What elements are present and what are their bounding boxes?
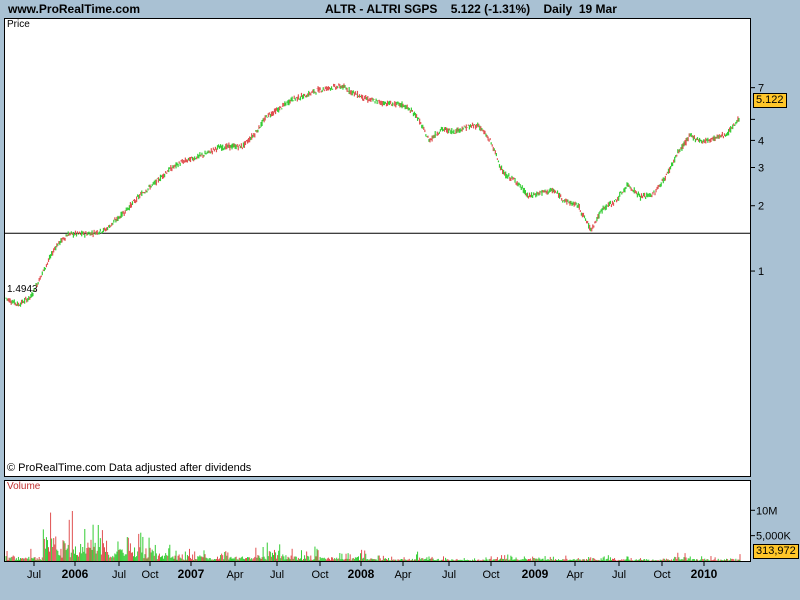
last-price-label: 5.122 <box>450 2 481 16</box>
volume-panel-title: Volume <box>7 481 41 492</box>
change-label: (-1.31%) <box>484 2 531 16</box>
volume-tick-label: 10M <box>756 505 777 517</box>
time-tick-label: Jul <box>112 569 126 581</box>
time-tick-label: Jul <box>27 569 41 581</box>
time-tick-label: 2007 <box>178 567 205 581</box>
time-tick-label: 2010 <box>691 567 718 581</box>
last-price-tag: 5.122 <box>753 93 787 108</box>
price-tick-label: 3 <box>758 163 764 175</box>
time-tick-label: Oct <box>141 569 158 581</box>
time-tick-label: Oct <box>482 569 499 581</box>
time-tick-label: 2008 <box>348 567 375 581</box>
price-tick-label: 7 <box>758 83 764 95</box>
time-tick-label: Jul <box>612 569 626 581</box>
time-tick-label: 2006 <box>62 567 89 581</box>
price-tick-label: 4 <box>758 135 764 147</box>
last-volume-tag: 313,972 <box>753 544 799 559</box>
price-tick-label: 2 <box>758 201 764 213</box>
symbol-label: ALTR - ALTRI SGPS <box>325 2 438 16</box>
price-panel[interactable] <box>4 18 751 477</box>
time-tick-label: Oct <box>311 569 328 581</box>
time-tick-label: 2009 <box>522 567 549 581</box>
time-tick-label: Jul <box>442 569 456 581</box>
date-label: 19 Mar <box>578 2 617 16</box>
time-tick-label: Apr <box>566 569 583 581</box>
price-panel-title: Price <box>7 19 30 30</box>
time-tick-label: Apr <box>394 569 411 581</box>
period-label: Daily <box>543 2 573 16</box>
reference-value: 1.4943 <box>7 284 38 295</box>
header-bar: www.ProRealTime.com ALTR - ALTRI SGPS 5.… <box>0 0 800 18</box>
site-name[interactable]: www.ProRealTime.com <box>8 2 141 16</box>
copyright-text: © ProRealTime.com Data adjusted after di… <box>7 462 252 474</box>
time-tick-label: Oct <box>653 569 670 581</box>
time-tick-label: Jul <box>270 569 284 581</box>
price-tick-label: 1 <box>758 266 764 278</box>
volume-tick-label: 5,000K <box>756 531 792 543</box>
quote-line: ALTR - ALTRI SGPS 5.122 (-1.31%) Daily 1… <box>325 2 617 16</box>
time-tick-label: Apr <box>226 569 243 581</box>
